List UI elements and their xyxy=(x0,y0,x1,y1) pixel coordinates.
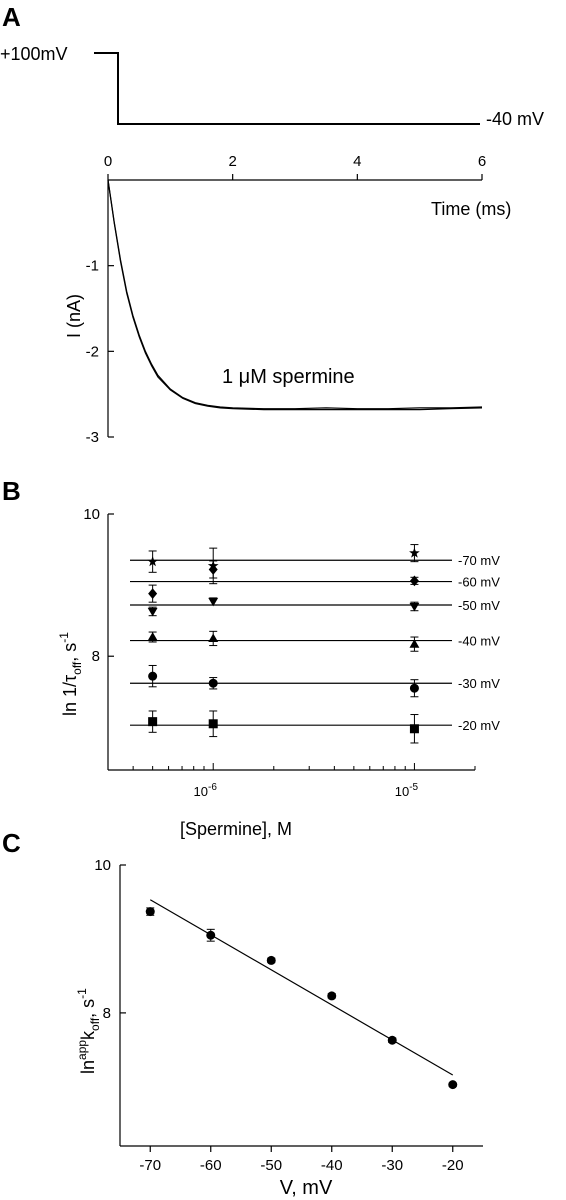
data-points xyxy=(145,899,458,1090)
x-tick-exponent: -6 xyxy=(208,782,217,793)
y-axis-label: lnappkoff, s-1 xyxy=(75,988,102,1074)
data-point xyxy=(208,633,219,643)
x-axis-label: V, mV xyxy=(280,1177,333,1199)
data-point xyxy=(387,1035,397,1045)
series-diamond: -60 mV xyxy=(130,560,500,603)
voltage-protocol: +100mV -40 mV xyxy=(0,44,544,129)
y-axis-label: I (nA) xyxy=(64,294,84,338)
y-label-sep: , s xyxy=(60,643,80,662)
x-tick-label: -70 xyxy=(139,1157,161,1174)
y-label-sep: , s xyxy=(78,999,98,1018)
panel-c-letter: C xyxy=(2,828,21,858)
protocol-step-label: -40 mV xyxy=(486,109,544,129)
fit-line xyxy=(149,899,454,1076)
y-label-main: ln 1/τ xyxy=(60,675,80,716)
x-tick-base: 10 xyxy=(395,784,409,799)
x-tick-label: -40 xyxy=(321,1157,343,1174)
y-label-sup: -1 xyxy=(57,632,71,643)
x-axis-ticks: 10-6 10-5 xyxy=(107,763,476,799)
y-label-main: ln xyxy=(78,1060,98,1074)
data-point xyxy=(148,588,158,600)
y-tick-label: 10 xyxy=(83,506,100,523)
panel-b-letter: B xyxy=(2,476,21,506)
data-point xyxy=(208,678,218,688)
panel-b: B 108 10-6 10-5 -70 mV-60 mV-50 mV-40 mV-… xyxy=(2,476,500,839)
x-tick-label: 10-5 xyxy=(395,782,419,799)
protocol-hold-label: +100mV xyxy=(0,44,68,64)
series-star: -70 mV xyxy=(130,544,500,585)
data-point xyxy=(327,991,337,1001)
x-tick-label: -30 xyxy=(381,1157,403,1174)
series-label: -50 mV xyxy=(458,598,500,613)
y-label-sub: off xyxy=(88,1017,102,1031)
x-tick-label: 4 xyxy=(353,153,361,170)
x-tick-exponent: -5 xyxy=(409,782,418,793)
data-point xyxy=(206,930,216,940)
x-tick-label: -60 xyxy=(200,1157,222,1174)
panel-c: C 10 8 -70 -60 -50 -40 -30 -20 V, mV lnappkoff… xyxy=(2,828,483,1199)
data-point xyxy=(208,719,218,729)
x-tick-label: 6 xyxy=(478,153,486,170)
y-axis-ticks: 10 8 xyxy=(83,506,114,665)
y-label-k: k xyxy=(78,1030,98,1040)
y-tick-label: 8 xyxy=(103,1005,111,1022)
x-tick-label: 10-6 xyxy=(194,782,218,799)
x-tick-label: -20 xyxy=(442,1157,464,1174)
series-circle: -30 mV xyxy=(130,664,500,698)
series-triangle-down: -50 mV xyxy=(130,597,500,617)
y-label-sub: off xyxy=(70,661,84,675)
x-axis-ticks: 0 2 4 6 xyxy=(104,153,486,180)
data-point xyxy=(409,683,419,693)
y-tick-label: -1 xyxy=(86,258,99,275)
x-tick-label: -50 xyxy=(260,1157,282,1174)
protocol-waveform xyxy=(94,52,480,125)
data-point xyxy=(145,907,155,917)
spermine-annotation: 1 μM spermine xyxy=(222,366,355,388)
x-axis-ticks: -70 -60 -50 -40 -30 -20 xyxy=(139,1146,464,1174)
data-point xyxy=(409,575,419,587)
x-tick-label: 0 xyxy=(104,153,112,170)
data-point xyxy=(409,724,419,734)
data-point xyxy=(448,1080,458,1090)
series-label: -20 mV xyxy=(458,718,500,733)
series-label: -30 mV xyxy=(458,676,500,691)
current-traces xyxy=(107,179,483,411)
data-point xyxy=(208,597,219,607)
data-point xyxy=(409,602,420,612)
x-axis-label: [Spermine], M xyxy=(180,819,292,839)
series-triangle-up: -40 mV xyxy=(130,630,500,652)
data-point xyxy=(147,607,158,617)
series-square: -20 mV xyxy=(130,710,500,744)
panel-a: A +100mV -40 mV 0 2 4 6 -1 -2 -3 Time (ms) I … xyxy=(0,2,544,446)
x-tick-label: 2 xyxy=(228,153,236,170)
data-point xyxy=(147,632,158,641)
data-point xyxy=(147,556,158,567)
y-axis-ticks: -1 -2 -3 xyxy=(86,258,114,446)
y-label-sup-app: app xyxy=(75,1040,89,1060)
data-point xyxy=(148,717,158,727)
x-axis-label: Time (ms) xyxy=(431,199,511,219)
data-point xyxy=(266,955,276,965)
series-label: -40 mV xyxy=(458,634,500,649)
current-trace xyxy=(107,179,483,410)
series-label: -60 mV xyxy=(458,575,500,590)
y-tick-label: -3 xyxy=(86,429,99,446)
y-label-sup: -1 xyxy=(75,988,89,999)
data-point xyxy=(409,547,420,558)
y-tick-label: 10 xyxy=(94,857,111,874)
panel-a-letter: A xyxy=(2,2,21,32)
y-tick-label: 8 xyxy=(92,648,100,665)
current-trace-chart: 0 2 4 6 -1 -2 -3 Time (ms) I (nA) 1 μM spermi… xyxy=(64,153,511,446)
x-tick-base: 10 xyxy=(194,784,208,799)
data-series: -70 mV -60 mV -50 mV -40 mV -30 mV -20 mV xyxy=(130,544,500,744)
data-point xyxy=(148,671,158,681)
y-axis-label: ln 1/τoff, s-1 xyxy=(57,632,84,716)
series-label: -70 mV xyxy=(458,553,500,568)
y-axis-ticks: 10 8 xyxy=(94,857,126,1022)
data-point xyxy=(208,564,218,575)
data-point xyxy=(409,639,420,648)
y-tick-label: -2 xyxy=(86,343,99,360)
